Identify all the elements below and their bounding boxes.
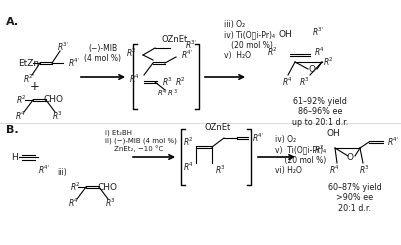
- Text: $R^4$: $R^4$: [183, 161, 194, 173]
- Text: $R^3$: $R^3$: [300, 76, 310, 88]
- Text: $R^2$: $R^2$: [16, 94, 27, 106]
- Text: O: O: [346, 152, 354, 161]
- Text: OZnEt: OZnEt: [205, 122, 231, 132]
- Text: $R^{4'}$: $R^{4'}$: [387, 136, 399, 148]
- Text: $R^{4'}$: $R^{4'}$: [252, 132, 264, 144]
- Text: $R^{4'}$: $R^{4'}$: [181, 49, 193, 61]
- Text: $R^2$: $R^2$: [322, 56, 334, 68]
- Text: $R^4$: $R^4$: [16, 110, 26, 122]
- Text: EtZn: EtZn: [18, 59, 39, 68]
- Text: $R^2$: $R^2$: [267, 46, 277, 58]
- Text: $R^2$: $R^2$: [314, 144, 325, 156]
- Text: $R^3$: $R^3$: [360, 164, 371, 176]
- Text: $R^4 \ R^3$: $R^4 \ R^3$: [156, 87, 178, 99]
- Text: +: +: [30, 81, 40, 94]
- Text: i) Et₂BH
ii) (−)-MIB (4 mol %)
    ZnEt₂, −10 °C: i) Et₂BH ii) (−)-MIB (4 mol %) ZnEt₂, −1…: [105, 130, 177, 152]
- Text: $R^{3'}$: $R^{3'}$: [312, 26, 324, 38]
- Text: OZnEt: OZnEt: [162, 36, 188, 45]
- Text: 60–87% yield
>90% ee
20:1 d.r.: 60–87% yield >90% ee 20:1 d.r.: [328, 183, 382, 213]
- Text: iii): iii): [57, 168, 67, 176]
- Text: $R^3$: $R^3$: [215, 164, 227, 176]
- Text: $R^2$: $R^2$: [70, 181, 81, 193]
- Text: $R^{3'}$: $R^{3'}$: [57, 41, 69, 53]
- Text: A.: A.: [6, 17, 19, 27]
- Text: (−)-MIB
(4 mol %): (−)-MIB (4 mol %): [85, 44, 122, 63]
- Text: $R^{3'}$: $R^{3'}$: [185, 39, 197, 51]
- Text: H: H: [10, 152, 17, 161]
- Text: iv) O₂
v)  Ti(O⁩i-Pr)₄
    (20 mol %)
vi) H₂O: iv) O₂ v) Ti(O⁩i-Pr)₄ (20 mol %) vi) H₂O: [275, 135, 326, 175]
- Text: OH: OH: [278, 30, 292, 39]
- Text: $R^{2'}$: $R^{2'}$: [23, 73, 35, 85]
- Text: $R^4$: $R^4$: [330, 164, 340, 176]
- Text: $R^2$: $R^2$: [126, 47, 137, 59]
- Text: 61–92% yield
86–96% ee
up to 20:1 d.r.: 61–92% yield 86–96% ee up to 20:1 d.r.: [292, 97, 348, 127]
- Text: $R^3$: $R^3$: [162, 76, 173, 88]
- Text: $R^4$: $R^4$: [314, 46, 326, 58]
- Text: $_{\mathregular{}}$: $_{\mathregular{}}$: [190, 32, 192, 36]
- Text: $R^4$: $R^4$: [69, 197, 79, 209]
- Text: $R^4$: $R^4$: [282, 76, 294, 88]
- Text: CHO: CHO: [44, 96, 64, 105]
- Text: $R^4$: $R^4$: [129, 73, 140, 85]
- Text: OH: OH: [326, 128, 340, 137]
- Text: $R^2$: $R^2$: [183, 136, 194, 148]
- Text: $R^3$: $R^3$: [53, 110, 63, 122]
- Text: $R^{4'}$: $R^{4'}$: [38, 164, 51, 176]
- Text: $R^2$: $R^2$: [175, 76, 186, 88]
- Text: CHO: CHO: [97, 183, 117, 192]
- Text: B.: B.: [6, 125, 18, 135]
- Text: O: O: [308, 65, 316, 74]
- Text: $R^{4'}$: $R^{4'}$: [68, 57, 81, 69]
- Text: $R^3$: $R^3$: [105, 197, 117, 209]
- Text: iii) O₂
iv) Ti(O⁩i-Pr)₄
   (20 mol %)
v)  H₂O: iii) O₂ iv) Ti(O⁩i-Pr)₄ (20 mol %) v) H₂…: [224, 20, 275, 60]
